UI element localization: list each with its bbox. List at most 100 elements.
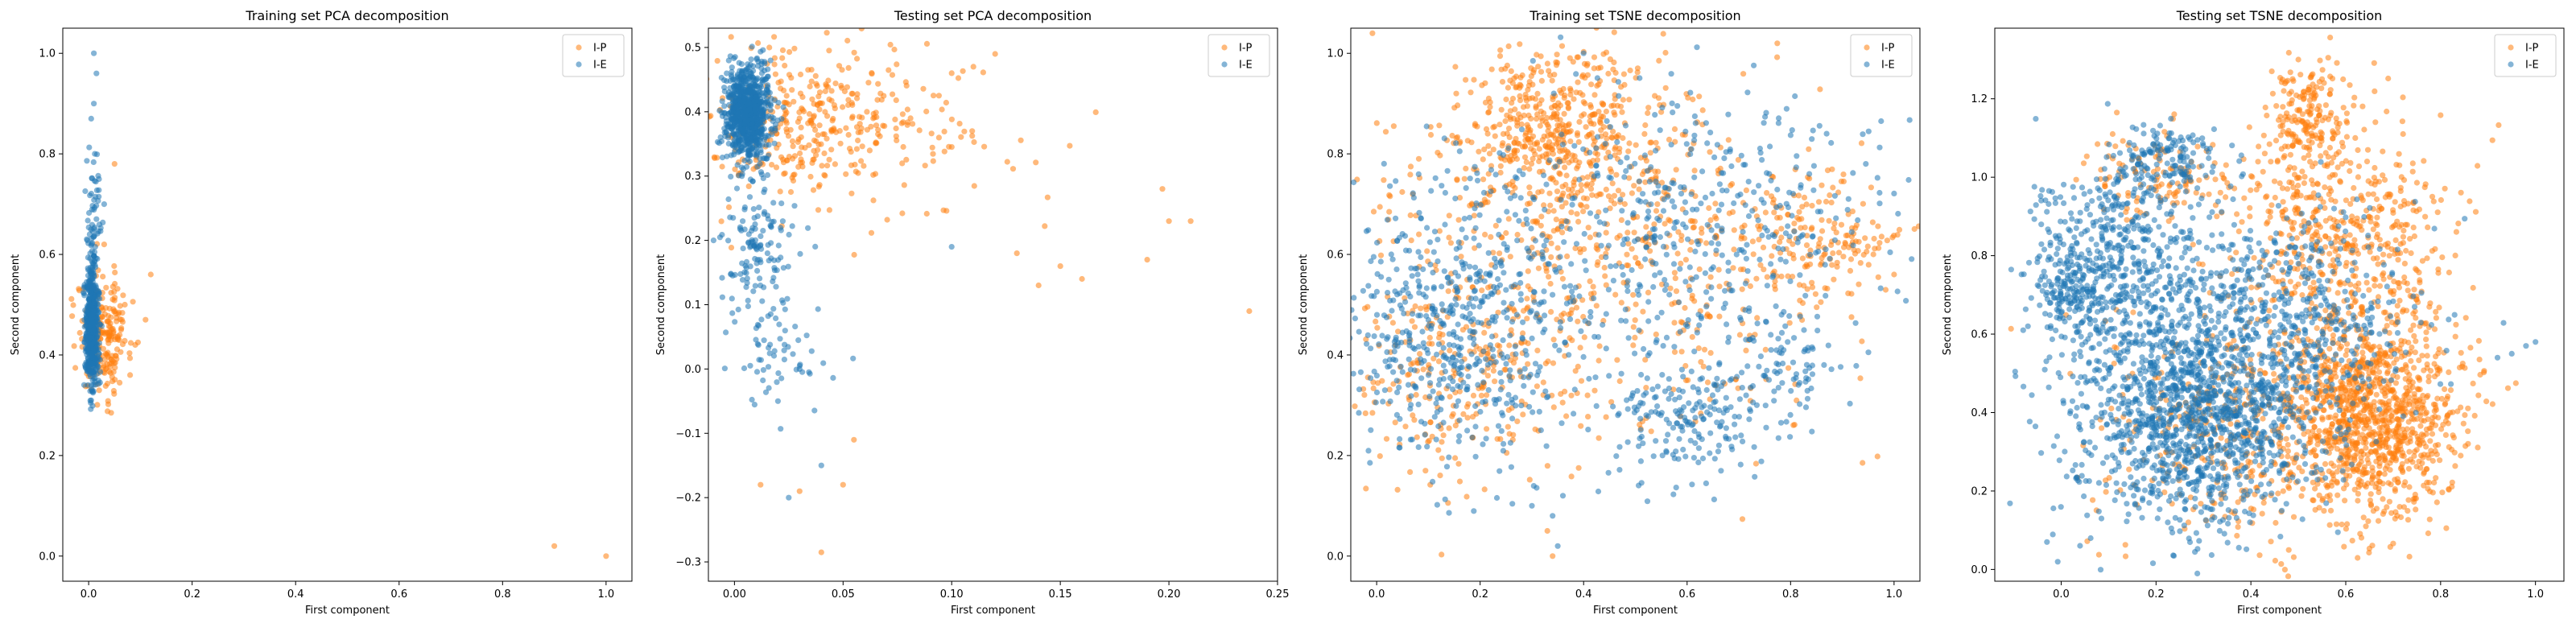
data-point — [1440, 376, 1447, 382]
data-point — [747, 362, 753, 369]
data-point — [1485, 109, 1492, 116]
data-point — [1489, 314, 1496, 320]
data-point — [828, 147, 835, 153]
data-point — [93, 70, 100, 76]
data-point — [1742, 162, 1748, 168]
data-point — [1631, 229, 1637, 236]
data-point — [1302, 361, 1307, 366]
data-point — [1658, 281, 1666, 287]
data-point — [1587, 234, 1593, 241]
data-point — [1787, 132, 1794, 138]
data-point — [1507, 378, 1513, 384]
data-point — [773, 315, 779, 321]
data-point — [1625, 335, 1632, 341]
data-point — [1550, 90, 1557, 97]
data-point — [1611, 192, 1617, 199]
data-point — [1643, 244, 1649, 250]
data-point — [786, 154, 793, 160]
data-point — [1475, 382, 1481, 388]
data-point — [1408, 361, 1414, 367]
data-point — [1303, 357, 1309, 363]
data-point — [1810, 127, 1816, 134]
data-point — [1891, 271, 1897, 278]
data-point — [1689, 292, 1695, 299]
data-point — [1412, 303, 1418, 309]
data-point — [673, 133, 679, 138]
data-point — [1596, 232, 1602, 238]
data-point — [771, 34, 778, 40]
data-point — [1826, 217, 1832, 224]
data-point — [1603, 108, 1609, 115]
data-point — [758, 60, 765, 67]
data-point — [1532, 237, 1538, 244]
data-point — [1443, 308, 1450, 314]
data-point — [1738, 152, 1744, 159]
data-point — [1465, 374, 1472, 380]
data-point — [1509, 399, 1516, 406]
data-point — [1736, 246, 1743, 254]
data-point — [1507, 108, 1513, 114]
x-tick-label: 0.4 — [287, 588, 304, 601]
data-point — [854, 56, 861, 62]
data-point — [1588, 180, 1595, 187]
data-point — [1463, 305, 1470, 312]
data-point — [775, 80, 782, 86]
x-tick-label: 0.10 — [940, 588, 964, 601]
y-tick-label: 0.0 — [684, 364, 701, 376]
data-point — [1708, 240, 1715, 246]
data-point — [1492, 171, 1499, 178]
data-point — [1643, 224, 1649, 230]
data-point — [808, 67, 815, 73]
data-point — [1473, 279, 1480, 285]
data-point — [1626, 175, 1633, 181]
data-point — [1875, 274, 1881, 280]
data-point — [765, 364, 772, 370]
data-point — [764, 171, 771, 179]
data-point — [1633, 301, 1639, 308]
data-point — [1619, 208, 1625, 214]
data-point — [1571, 411, 1577, 417]
data-point — [1663, 251, 1670, 258]
data-point — [1383, 314, 1390, 320]
data-point — [726, 94, 733, 101]
data-point — [1546, 190, 1553, 196]
data-point — [1414, 271, 1421, 278]
data-point — [1564, 153, 1571, 159]
data-point — [1390, 369, 1397, 375]
data-point — [741, 95, 748, 101]
data-point — [1636, 443, 1642, 449]
data-point — [745, 106, 752, 114]
data-point — [1702, 270, 1708, 276]
data-point — [1554, 188, 1561, 195]
data-point — [1690, 96, 1696, 103]
data-point — [1612, 262, 1619, 269]
data-point — [1468, 89, 1474, 96]
data-point — [1520, 143, 1526, 150]
data-point — [1412, 266, 1418, 272]
data-point — [1713, 215, 1719, 222]
data-point — [1514, 237, 1521, 244]
data-point — [1426, 239, 1433, 246]
data-point — [1521, 308, 1527, 314]
data-point — [1607, 154, 1613, 160]
data-point — [1642, 122, 1649, 129]
data-point — [118, 327, 125, 333]
data-point — [1394, 343, 1401, 349]
data-point — [1472, 205, 1478, 212]
chart-title: Testing set PCA decomposition — [894, 8, 1092, 23]
data-point — [1569, 294, 1576, 300]
data-point — [791, 203, 798, 209]
data-point — [854, 95, 861, 101]
data-point — [765, 242, 771, 248]
data-point — [1625, 148, 1632, 155]
data-point — [1690, 225, 1696, 231]
data-point — [1874, 453, 1880, 460]
data-point — [1663, 282, 1670, 288]
data-point — [1842, 239, 1848, 246]
data-point — [725, 237, 732, 244]
data-point — [1004, 159, 1010, 165]
data-point — [763, 142, 770, 148]
data-point — [1343, 366, 1348, 372]
data-point — [1486, 271, 1492, 278]
data-point — [1670, 424, 1677, 431]
